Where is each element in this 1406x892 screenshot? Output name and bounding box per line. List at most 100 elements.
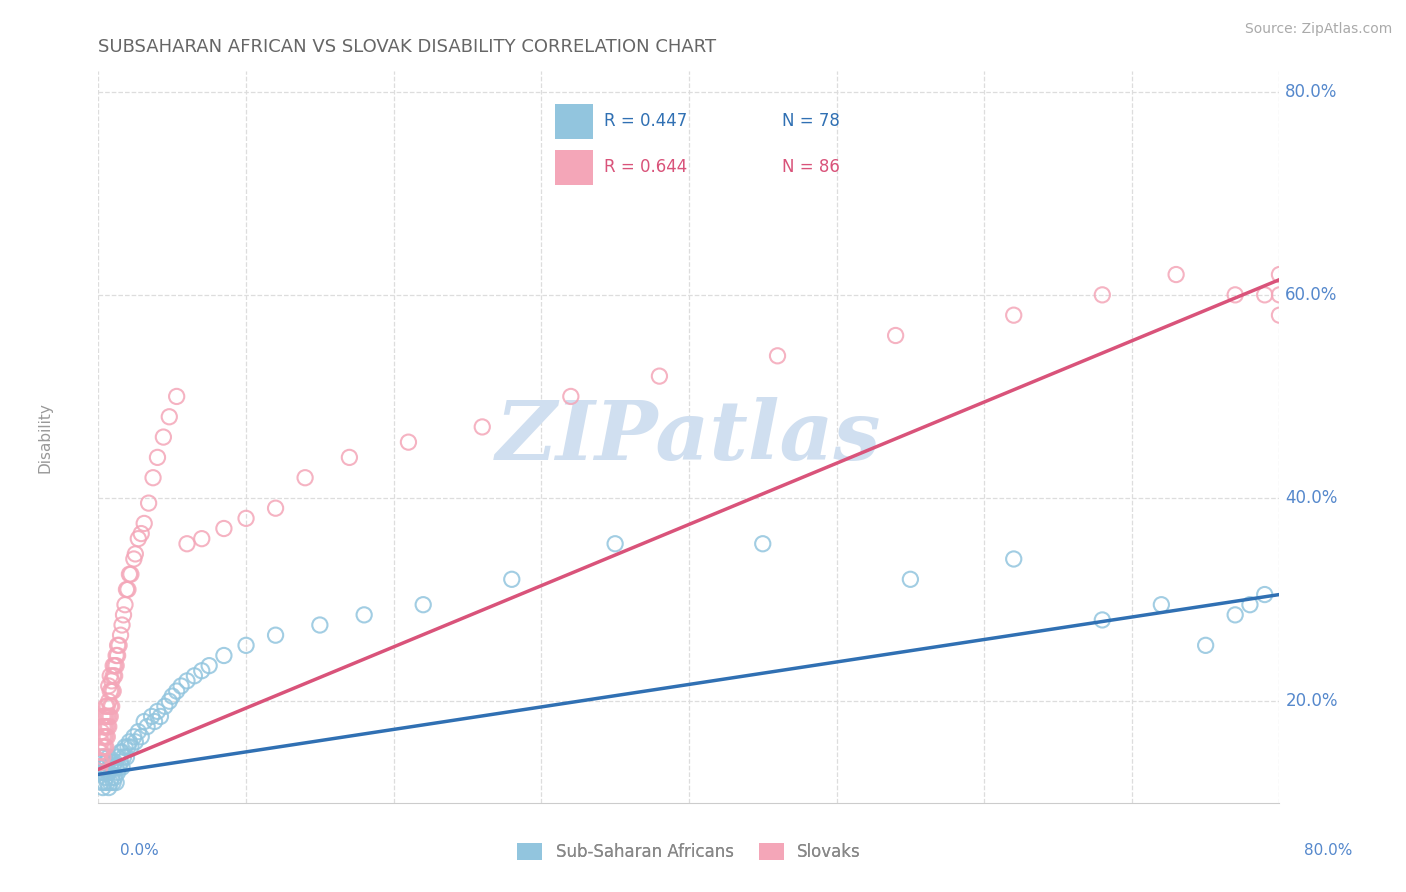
- Point: [105, 775, 128, 789]
- Point: [93, 775, 115, 789]
- Point: [104, 669, 127, 683]
- Point: [115, 750, 138, 764]
- Point: [97, 720, 120, 734]
- Point: [142, 471, 165, 485]
- Point: [124, 735, 146, 749]
- Point: [96, 765, 118, 780]
- Point: [97, 765, 120, 780]
- Point: [89, 760, 111, 774]
- Text: 40.0%: 40.0%: [1285, 489, 1337, 507]
- Point: [176, 537, 198, 551]
- Point: [170, 679, 193, 693]
- Point: [90, 750, 112, 764]
- Point: [107, 765, 129, 780]
- Point: [166, 389, 188, 403]
- Point: [94, 739, 117, 754]
- Point: [108, 760, 131, 774]
- Point: [166, 684, 188, 698]
- Point: [94, 755, 117, 769]
- Point: [127, 724, 149, 739]
- Point: [111, 745, 134, 759]
- Point: [97, 750, 120, 764]
- Point: [100, 684, 122, 698]
- Point: [162, 689, 183, 703]
- Point: [134, 516, 156, 531]
- Point: [117, 739, 139, 754]
- Point: [120, 567, 142, 582]
- Point: [143, 714, 166, 729]
- Point: [198, 658, 221, 673]
- Text: 0.0%: 0.0%: [120, 843, 159, 858]
- Point: [98, 669, 121, 683]
- Point: [90, 755, 112, 769]
- Point: [1002, 308, 1025, 322]
- Point: [127, 532, 149, 546]
- Legend: Sub-Saharan Africans, Slovaks: Sub-Saharan Africans, Slovaks: [510, 836, 868, 868]
- Point: [1091, 288, 1114, 302]
- Point: [149, 709, 172, 723]
- Point: [100, 699, 122, 714]
- Point: [98, 709, 121, 723]
- Point: [100, 771, 122, 785]
- Point: [129, 730, 152, 744]
- Point: [752, 537, 775, 551]
- Point: [91, 709, 114, 723]
- Point: [398, 435, 420, 450]
- Point: [122, 552, 145, 566]
- Point: [103, 775, 125, 789]
- Point: [110, 745, 132, 759]
- Point: [94, 699, 117, 714]
- Point: [118, 567, 141, 582]
- Point: [94, 730, 117, 744]
- Point: [107, 750, 129, 764]
- Point: [96, 755, 118, 769]
- Point: [353, 607, 375, 622]
- Point: [129, 526, 152, 541]
- Point: [191, 532, 214, 546]
- Text: 80.0%: 80.0%: [1285, 83, 1337, 101]
- Point: [94, 720, 117, 734]
- Point: [97, 780, 120, 795]
- Point: [605, 537, 627, 551]
- Text: 60.0%: 60.0%: [1285, 285, 1337, 304]
- Point: [157, 409, 180, 424]
- Point: [98, 684, 121, 698]
- Point: [1254, 288, 1277, 302]
- Point: [96, 730, 118, 744]
- Point: [412, 598, 434, 612]
- Point: [98, 699, 121, 714]
- Point: [91, 739, 114, 754]
- Point: [96, 720, 118, 734]
- Point: [766, 349, 789, 363]
- Point: [104, 771, 127, 785]
- Point: [1239, 598, 1261, 612]
- Point: [98, 775, 121, 789]
- Point: [1091, 613, 1114, 627]
- Point: [104, 755, 127, 769]
- Point: [96, 775, 118, 789]
- Point: [91, 755, 114, 769]
- Point: [176, 673, 198, 688]
- Point: [112, 607, 135, 622]
- Point: [114, 598, 136, 612]
- Point: [93, 730, 115, 744]
- Point: [107, 648, 129, 663]
- Point: [264, 501, 287, 516]
- Point: [235, 511, 257, 525]
- Point: [105, 648, 128, 663]
- Point: [157, 694, 180, 708]
- Point: [112, 750, 135, 764]
- Point: [94, 771, 117, 785]
- Point: [97, 694, 120, 708]
- Point: [111, 618, 134, 632]
- Point: [191, 664, 214, 678]
- Point: [118, 735, 141, 749]
- Point: [153, 699, 176, 714]
- Point: [115, 582, 138, 597]
- Point: [1268, 268, 1291, 282]
- Point: [104, 658, 127, 673]
- Point: [93, 760, 115, 774]
- Point: [1268, 308, 1291, 322]
- Point: [93, 720, 115, 734]
- Point: [97, 679, 120, 693]
